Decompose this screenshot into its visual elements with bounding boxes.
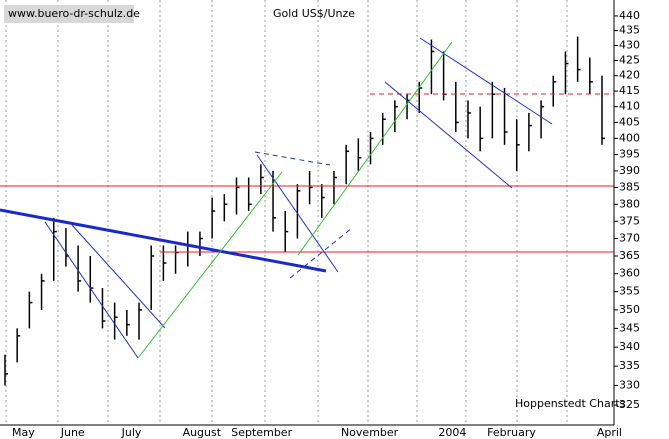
source: www.buero-dr-schulz.de [8, 7, 140, 20]
y-tick-label: 355 [619, 285, 640, 298]
y-tick-label: 375 [619, 214, 640, 227]
x-tick-label: 2004 [438, 426, 466, 439]
y-tick-label: 345 [619, 321, 640, 334]
bars [4, 36, 605, 386]
y-tick-label: 340 [619, 340, 640, 353]
trendlines [0, 37, 614, 359]
y-tick-label: 435 [619, 24, 640, 37]
month-grid [5, 0, 568, 425]
y-tick-label: 430 [619, 38, 640, 51]
y-tick-label: 395 [619, 148, 640, 161]
y-tick-label: 400 [619, 131, 640, 144]
source-box [4, 5, 134, 23]
x-tick-label: February [487, 426, 536, 439]
y-tick-label: 410 [619, 100, 640, 113]
y-tick-label: 325 [619, 398, 640, 411]
y-tick-label: 330 [619, 378, 640, 391]
x-tick-label: August [183, 426, 222, 439]
y-tick-label: 405 [619, 115, 640, 128]
y-tick-label: 385 [619, 180, 640, 193]
x-tick-label: June [60, 426, 85, 439]
y-tick-label: 350 [619, 303, 640, 316]
y-tick-label: 425 [619, 54, 640, 67]
x-tick-label: April [597, 426, 622, 439]
y-tick-label: 415 [619, 84, 640, 97]
x-tick-label: November [341, 426, 399, 439]
y-tick-label: 420 [619, 69, 640, 82]
x-tick-label: May [12, 426, 35, 439]
credit: Hoppenstedt Charts [515, 397, 626, 410]
y-tick-label: 380 [619, 197, 640, 210]
y-tick-label: 360 [619, 267, 640, 280]
y-tick-label: 335 [619, 359, 640, 372]
y-tick-label: 365 [619, 249, 640, 262]
y-tick-label: 370 [619, 232, 640, 245]
x-tick-label: July [121, 426, 142, 439]
y-tick-label: 390 [619, 164, 640, 177]
x-tick-label: September [231, 426, 292, 439]
chart-title: Gold US$/Unze [273, 7, 355, 20]
y-tick-label: 440 [619, 9, 640, 22]
